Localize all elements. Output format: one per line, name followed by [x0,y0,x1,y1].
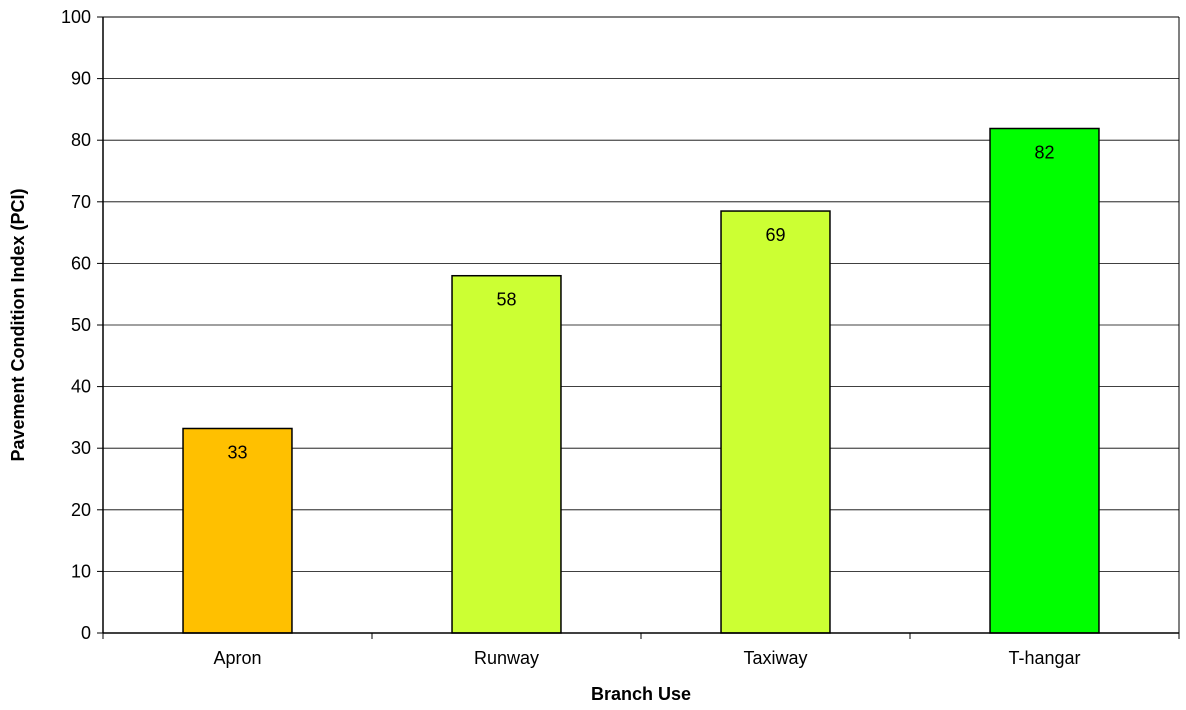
x-axis-ticks: Apron Runway Taxiway T-hangar [102,633,1180,668]
y-tick-label: 0 [81,623,91,643]
bar-runway [451,274,562,634]
data-label: 33 [227,442,247,462]
x-tick-label: Runway [474,648,539,668]
y-tick-label: 40 [71,377,91,397]
x-axis-title: Branch Use [591,684,691,704]
y-tick-label: 70 [71,192,91,212]
y-tick-label: 30 [71,438,91,458]
y-axis-title: Pavement Condition Index (PCI) [8,188,28,461]
bars [182,127,1100,634]
y-tick-label: 10 [71,561,91,581]
y-tick-label: 90 [71,69,91,89]
bar-apron [182,427,293,634]
y-tick-label: 80 [71,130,91,150]
y-axis-ticks: 0 10 20 30 40 50 60 70 80 90 100 [61,7,103,643]
y-tick-label: 100 [61,7,91,27]
x-tick-label: T-hangar [1008,648,1080,668]
y-tick-label: 50 [71,315,91,335]
data-label: 82 [1034,142,1054,162]
bar-t-hangar [989,127,1100,634]
data-label: 58 [496,290,516,310]
x-tick-label: Apron [213,648,261,668]
y-tick-label: 20 [71,500,91,520]
x-tick-label: Taxiway [743,648,807,668]
bar-taxiway [720,210,831,634]
data-labels: 33 58 69 82 [227,142,1054,462]
y-tick-label: 60 [71,253,91,273]
data-label: 69 [765,225,785,245]
